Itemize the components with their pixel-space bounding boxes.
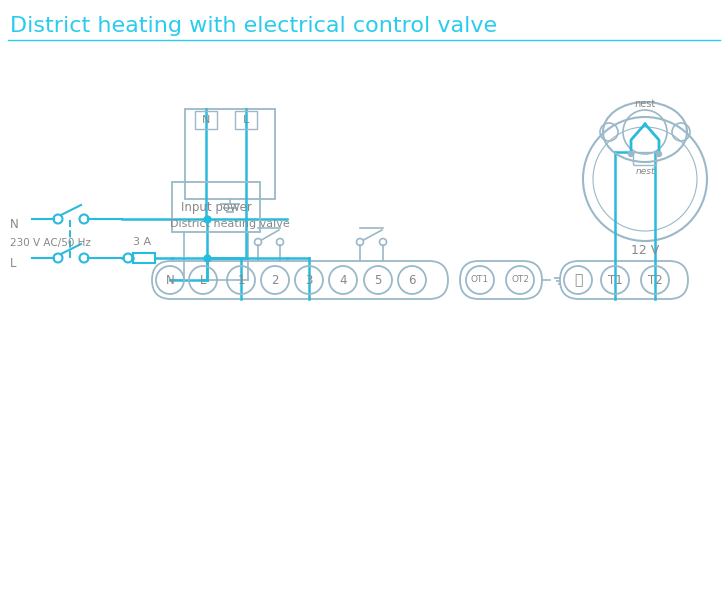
Circle shape: [628, 151, 633, 156]
Text: nest: nest: [636, 166, 654, 175]
Bar: [133, 253, 155, 263]
Text: T2: T2: [648, 273, 662, 286]
Text: 12 V: 12 V: [631, 244, 659, 257]
Text: 3 A: 3 A: [133, 237, 151, 247]
Text: ⏚: ⏚: [574, 273, 582, 287]
Text: District heating valve: District heating valve: [170, 219, 290, 229]
Text: 6: 6: [408, 273, 416, 286]
Text: 3: 3: [305, 273, 313, 286]
FancyBboxPatch shape: [460, 261, 542, 299]
Circle shape: [657, 151, 662, 156]
Text: 1: 1: [237, 273, 245, 286]
Text: 2: 2: [272, 273, 279, 286]
Text: OT2: OT2: [511, 276, 529, 285]
Text: nest: nest: [634, 99, 656, 109]
FancyBboxPatch shape: [152, 261, 448, 299]
Text: 5: 5: [374, 273, 381, 286]
Text: District heating with electrical control valve: District heating with electrical control…: [10, 16, 497, 36]
Bar: [195, 111, 217, 129]
FancyBboxPatch shape: [560, 261, 688, 299]
Text: N: N: [202, 115, 210, 125]
Text: N: N: [166, 273, 175, 286]
Text: OT1: OT1: [471, 276, 489, 285]
Bar: [172, 182, 260, 232]
Text: T1: T1: [608, 273, 622, 286]
Text: L: L: [10, 257, 17, 270]
Text: 4: 4: [339, 273, 347, 286]
Text: L: L: [199, 273, 206, 286]
Bar: [185, 109, 275, 199]
Text: Input power: Input power: [181, 201, 251, 213]
Text: N: N: [10, 218, 19, 231]
Text: 230 V AC/50 Hz: 230 V AC/50 Hz: [10, 238, 91, 248]
Bar: [235, 111, 257, 129]
Text: L: L: [243, 115, 249, 125]
